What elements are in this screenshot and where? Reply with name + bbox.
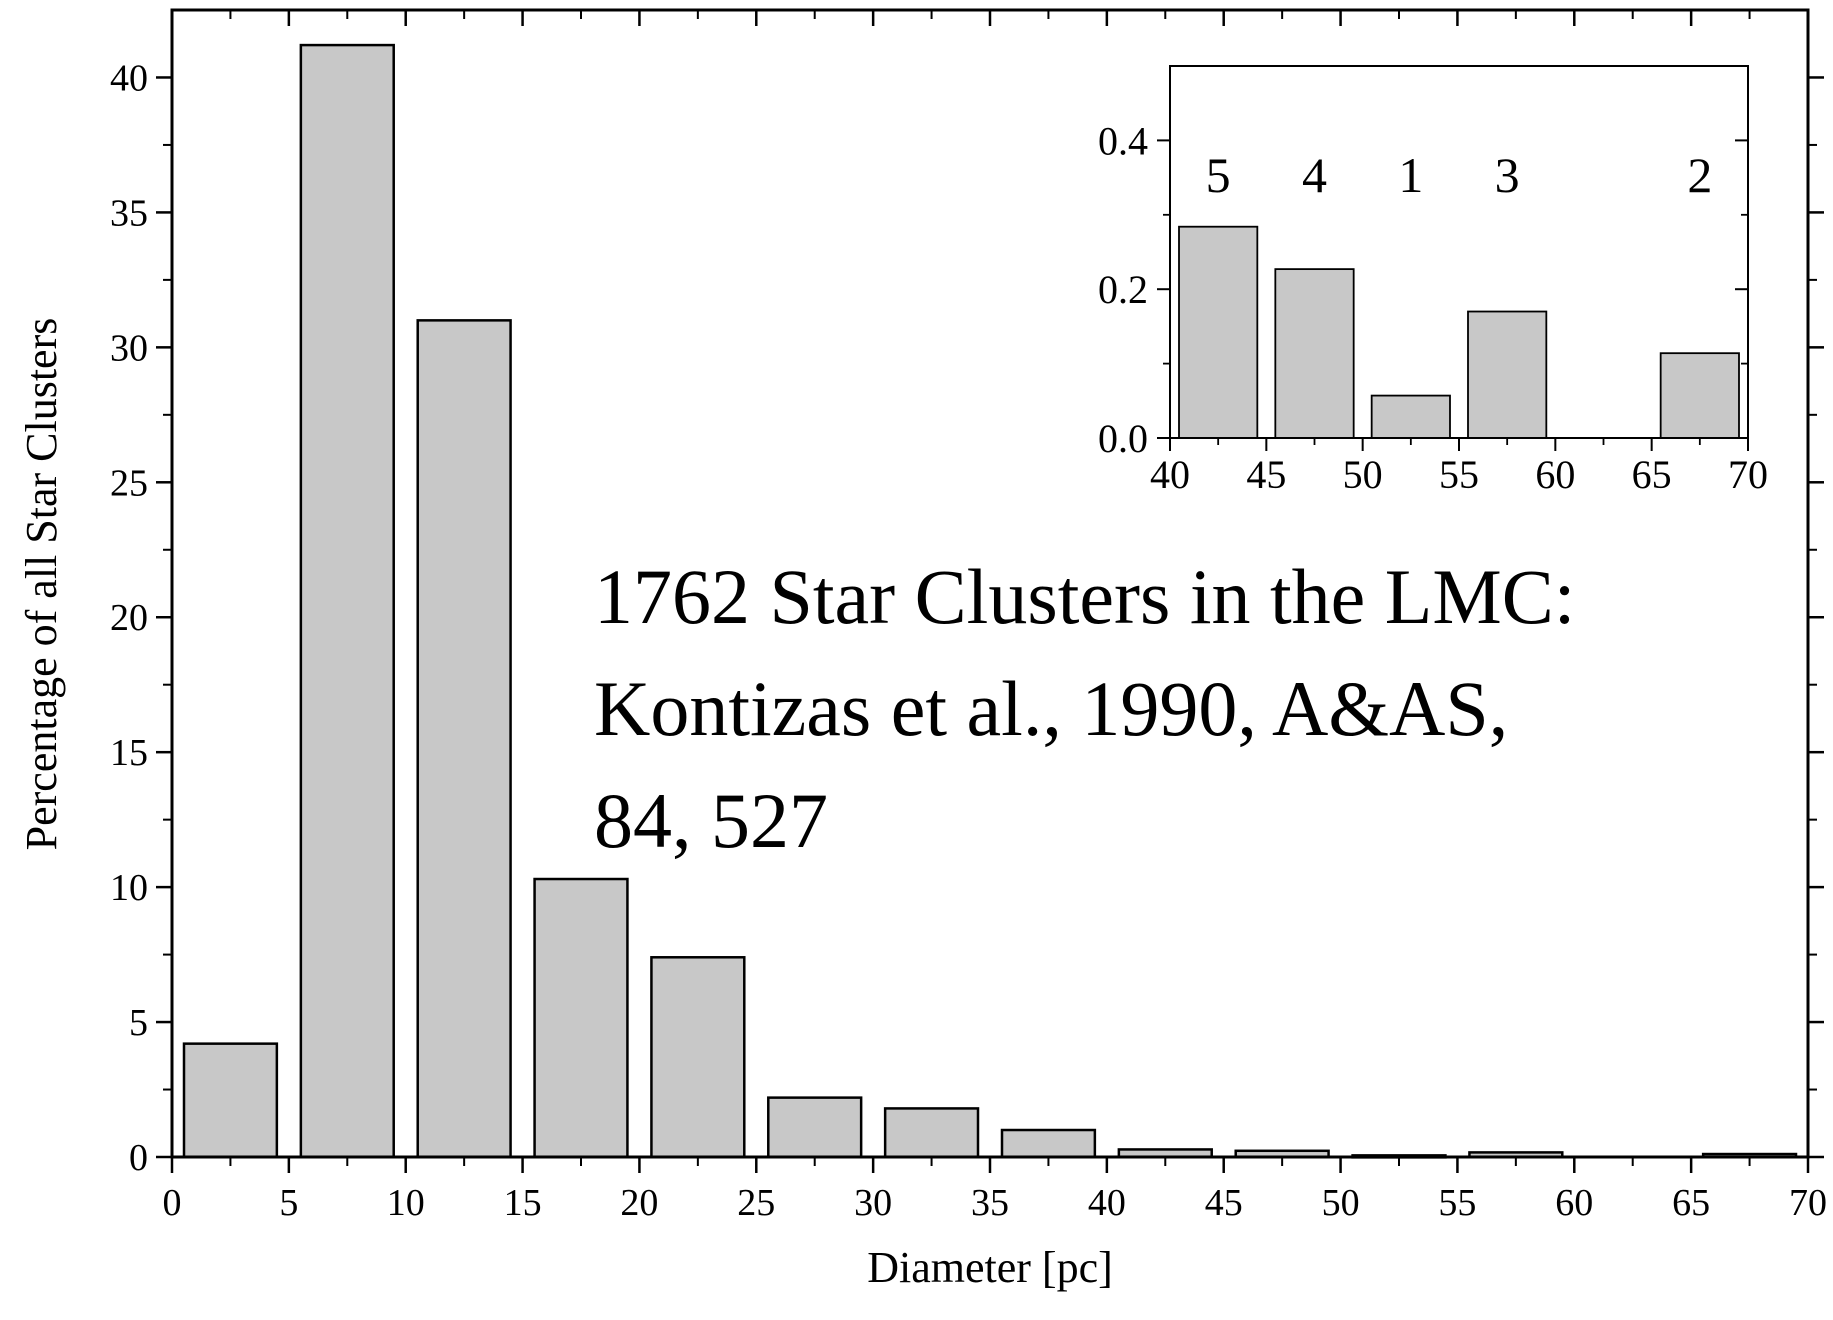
inset-count-label: 4 <box>1302 147 1327 203</box>
inset-y-tick-label: 0.0 <box>1098 416 1148 461</box>
inset-count-label: 3 <box>1495 147 1520 203</box>
inset-y-tick-label: 0.2 <box>1098 267 1148 312</box>
x-tick-label: 20 <box>620 1182 658 1224</box>
inset-chart: 40 45 50 55 60 65 70 0.0 0.2 0.4 5 4 1 3 2 <box>1098 65 1768 497</box>
inset-x-tick-label: 65 <box>1632 452 1672 497</box>
y-tick-label: 20 <box>110 597 148 639</box>
inset-x-tick-label: 50 <box>1343 452 1383 497</box>
x-tick-label: 60 <box>1555 1182 1593 1224</box>
x-tick-label: 0 <box>163 1182 182 1224</box>
inset-count-label: 2 <box>1687 147 1712 203</box>
y-tick-label: 15 <box>110 732 148 774</box>
x-tick-label: 55 <box>1438 1182 1476 1224</box>
annotation-line-3: 84, 527 <box>594 777 828 864</box>
inset-bar <box>1274 268 1355 439</box>
y-tick-label: 25 <box>110 462 148 504</box>
x-axis-label: Diameter [pc] <box>867 1243 1113 1292</box>
inset-bar <box>1370 394 1451 439</box>
y-tick-label: 40 <box>110 57 148 99</box>
inset-x-tick-label: 60 <box>1535 452 1575 497</box>
histogram-bar <box>767 1096 863 1159</box>
inset-x-tick-label: 45 <box>1246 452 1286 497</box>
annotation-line-2: Kontizas et al., 1990, A&AS, <box>594 665 1509 752</box>
x-tick-label: 40 <box>1088 1182 1126 1224</box>
histogram-bar <box>883 1107 980 1159</box>
x-tick-label: 50 <box>1322 1182 1360 1224</box>
x-tick-label: 30 <box>854 1182 892 1224</box>
x-tick-label: 25 <box>737 1182 775 1224</box>
y-tick-label: 5 <box>129 1002 148 1044</box>
y-tick-label: 35 <box>110 192 148 234</box>
inset-count-label: 5 <box>1206 147 1231 203</box>
inset-y-tick-label: 0.4 <box>1098 118 1148 163</box>
y-tick-label: 0 <box>129 1137 148 1179</box>
inset-count-label: 1 <box>1398 147 1423 203</box>
inset-bar <box>1467 310 1548 439</box>
y-tick-label: 10 <box>110 867 148 909</box>
annotation-line-1: 1762 Star Clusters in the LMC: <box>594 553 1576 640</box>
x-tick-label: 10 <box>387 1182 425 1224</box>
histogram-bar <box>416 319 512 1159</box>
x-tick-label: 35 <box>971 1182 1009 1224</box>
x-tick-label: 65 <box>1672 1182 1710 1224</box>
histogram-bar <box>299 43 395 1159</box>
inset-x-tick-label: 40 <box>1150 452 1190 497</box>
histogram-bar <box>1000 1128 1097 1159</box>
x-tick-label: 45 <box>1205 1182 1243 1224</box>
x-tick-label: 15 <box>504 1182 542 1224</box>
inset-background <box>1170 66 1748 438</box>
inset-x-tick-label: 55 <box>1439 452 1479 497</box>
x-tick-label: 70 <box>1789 1182 1827 1224</box>
y-axis-label: Percentage of all Star Clusters <box>17 318 66 851</box>
histogram-bar <box>533 877 629 1159</box>
histogram-bar <box>182 1042 279 1159</box>
inset-bar <box>1659 352 1740 439</box>
inset-x-tick-label: 70 <box>1728 452 1768 497</box>
y-tick-label: 30 <box>110 327 148 369</box>
x-tick-label: 5 <box>279 1182 298 1224</box>
inset-bar <box>1178 225 1259 439</box>
histogram-bar <box>650 956 746 1159</box>
